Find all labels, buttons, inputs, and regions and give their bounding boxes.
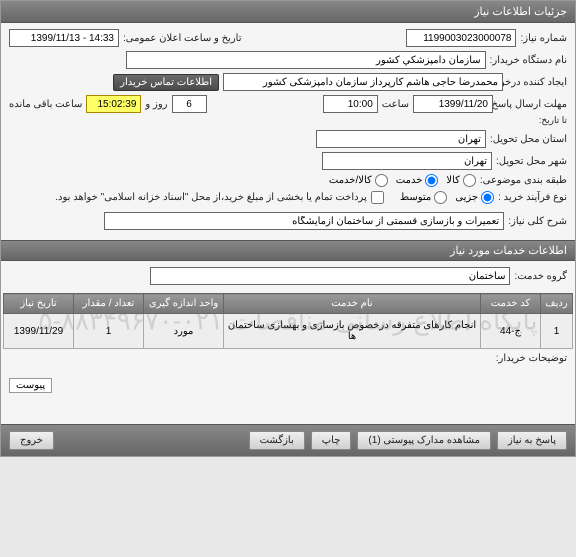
cell-row: 1 (541, 314, 573, 349)
need-no-label: شماره نیاز: (520, 33, 567, 44)
days-label: روز و (145, 99, 167, 110)
services-section-title: اطلاعات خدمات مورد نیاز (1, 240, 575, 261)
th-code: کد خدمت (481, 294, 541, 314)
buyer-org-label: نام دستگاه خریدار: (490, 55, 567, 66)
footer-toolbar: پاسخ به نیاز مشاهده مدارک پیوستی (1) چاپ… (1, 424, 575, 456)
bt-partial-radio[interactable]: جزیی (455, 191, 494, 204)
th-name: نام خدمت (224, 294, 481, 314)
deadline-label: مهلت ارسال پاسخ: (497, 99, 567, 110)
subject-pkg-group: کالا خدمت کالا/خدمت (329, 174, 476, 187)
window-title-bar: جزئیات اطلاعات نیاز (1, 1, 575, 23)
form-area: شماره نیاز: تاریخ و ساعت اعلان عمومی: نا… (1, 23, 575, 240)
cell-date: 1399/11/29 (4, 314, 74, 349)
need-title-label: شرح کلی نیاز: (508, 216, 567, 227)
countdown-field (86, 95, 141, 113)
city-label: شهر محل تحویل: (496, 156, 567, 167)
remain-label: ساعت باقی مانده (9, 99, 82, 110)
buyer-notes-label: توضیحات خریدار: (496, 353, 567, 364)
cell-code: ج-44 (481, 314, 541, 349)
cell-name: انجام کارهای متفرقه درخصوص بازسازی و بهس… (224, 314, 481, 349)
window: جزئیات اطلاعات نیاز شماره نیاز: تاریخ و … (0, 0, 576, 457)
announce-label: تاریخ و ساعت اعلان عمومی: (123, 33, 242, 44)
services-table: ردیف کد خدمت نام خدمت واحد اندازه گیری ت… (3, 293, 573, 349)
province-field[interactable] (316, 130, 486, 148)
bt-mid-radio[interactable]: متوسط (400, 191, 447, 204)
subject-pkg-label: طبقه بندی موضوعی: (480, 175, 567, 186)
window-title: جزئیات اطلاعات نیاز (474, 6, 567, 18)
deadline-until-label: تا تاریخ: (497, 115, 567, 126)
service-group-label: گروه خدمت: (514, 271, 567, 282)
need-no-field[interactable] (406, 29, 516, 47)
contact-info-button[interactable]: اطلاعات تماس خریدار (113, 74, 219, 91)
province-label: استان محل تحویل: (490, 134, 567, 145)
pkg-goods-radio[interactable]: کالا (446, 174, 476, 187)
buyer-org-field[interactable] (126, 51, 486, 69)
buy-type-label: نوع فرآیند خرید : (498, 192, 567, 203)
deadline-hour-field[interactable] (323, 95, 378, 113)
buy-type-group: جزیی متوسط (400, 191, 494, 204)
pkg-service-radio[interactable]: خدمت (396, 174, 439, 187)
print-button[interactable]: چاپ (311, 431, 352, 450)
service-group-field[interactable] (150, 267, 510, 285)
attachment-label: پیوست (9, 378, 52, 393)
pkg-goods-service-radio[interactable]: کالا/خدمت (329, 174, 388, 187)
view-attachments-button[interactable]: مشاهده مدارک پیوستی (1) (357, 431, 491, 450)
back-button[interactable]: بازگشت (249, 431, 305, 450)
cell-qty: 1 (74, 314, 144, 349)
services-table-wrap: ردیف کد خدمت نام خدمت واحد اندازه گیری ت… (1, 291, 575, 351)
th-date: تاریخ نیاز (4, 294, 74, 314)
days-field[interactable] (172, 95, 207, 113)
deadline-date-field[interactable] (413, 95, 493, 113)
th-qty: تعداد / مقدار (74, 294, 144, 314)
payment-note: پرداخت تمام یا بخشی از مبلغ خرید،از محل … (55, 192, 367, 203)
exit-button[interactable]: خروج (9, 431, 54, 450)
requester-field[interactable] (223, 73, 503, 91)
attachment-area: پیوست (1, 374, 575, 424)
table-row[interactable]: 1 ج-44 انجام کارهای متفرقه درخصوص بازساز… (4, 314, 573, 349)
city-field[interactable] (322, 152, 492, 170)
announce-field[interactable] (9, 29, 119, 47)
cell-unit: مورد (144, 314, 224, 349)
requester-label: ایجاد کننده درخواست: (507, 77, 567, 88)
need-title-field[interactable] (104, 212, 504, 230)
note-checkbox[interactable] (371, 191, 384, 204)
hour-label: ساعت (382, 99, 409, 110)
reply-button[interactable]: پاسخ به نیاز (497, 431, 567, 450)
th-row: ردیف (541, 294, 573, 314)
th-unit: واحد اندازه گیری (144, 294, 224, 314)
